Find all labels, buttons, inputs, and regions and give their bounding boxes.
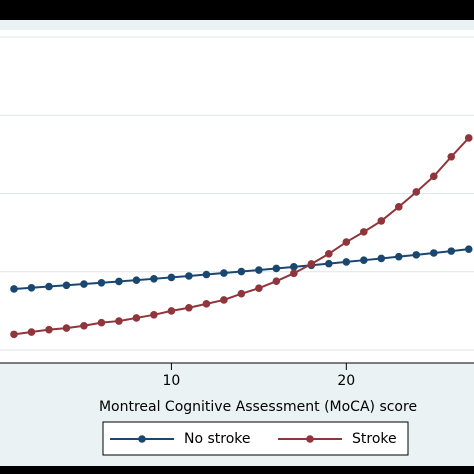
data-point [10, 285, 18, 293]
data-point [255, 284, 263, 293]
data-point [412, 188, 421, 196]
data-point [464, 134, 473, 142]
data-point [342, 258, 351, 266]
x-axis-title: Montreal Cognitive Assessment (MoCA) sco… [99, 399, 417, 415]
data-point [237, 267, 246, 276]
data-point [150, 311, 158, 319]
data-point [272, 277, 281, 285]
data-point [412, 251, 421, 259]
data-point [62, 324, 71, 332]
data-point [255, 266, 263, 274]
data-point [45, 325, 53, 334]
data-point [132, 276, 141, 284]
data-point [167, 307, 176, 315]
data-point [464, 245, 473, 253]
data-point [377, 254, 386, 263]
data-point [132, 314, 141, 322]
data-point [447, 247, 456, 255]
data-point [45, 282, 53, 291]
data-point [10, 330, 18, 339]
data-point [115, 277, 123, 286]
data-point [429, 249, 438, 257]
data-point [27, 328, 36, 336]
data-point [97, 318, 106, 327]
data-point [202, 270, 211, 279]
data-point [307, 260, 316, 268]
data-point [394, 203, 403, 211]
data-point [150, 275, 158, 283]
data-point [429, 172, 438, 181]
data-point [115, 317, 123, 325]
data-point [80, 280, 88, 288]
plot-area [0, 30, 474, 363]
data-point [342, 238, 351, 246]
data-point [97, 279, 106, 287]
legend-marker [138, 435, 146, 443]
data-point [185, 272, 193, 280]
data-point [237, 289, 246, 298]
data-point [220, 269, 228, 277]
data-point [394, 252, 403, 261]
data-point [290, 269, 298, 278]
legend-marker [306, 435, 314, 443]
data-point [272, 264, 281, 273]
data-point [220, 296, 228, 304]
data-point [185, 303, 193, 312]
data-point [27, 284, 36, 292]
legend-label: No stroke [184, 431, 251, 447]
data-point [447, 152, 456, 161]
data-point [62, 281, 71, 290]
top-frame [0, 0, 474, 20]
legend-label: Stroke [352, 431, 397, 447]
data-point [325, 249, 333, 258]
bottom-frame [0, 466, 474, 474]
x-tick-label: 20 [337, 373, 355, 389]
data-point [202, 300, 211, 308]
data-point [290, 263, 298, 271]
x-tick-label: 10 [162, 373, 180, 389]
data-point [80, 321, 88, 330]
data-point [360, 256, 368, 264]
data-point [360, 228, 368, 236]
data-point [325, 259, 333, 268]
data-point [167, 273, 176, 282]
data-point [377, 217, 386, 225]
